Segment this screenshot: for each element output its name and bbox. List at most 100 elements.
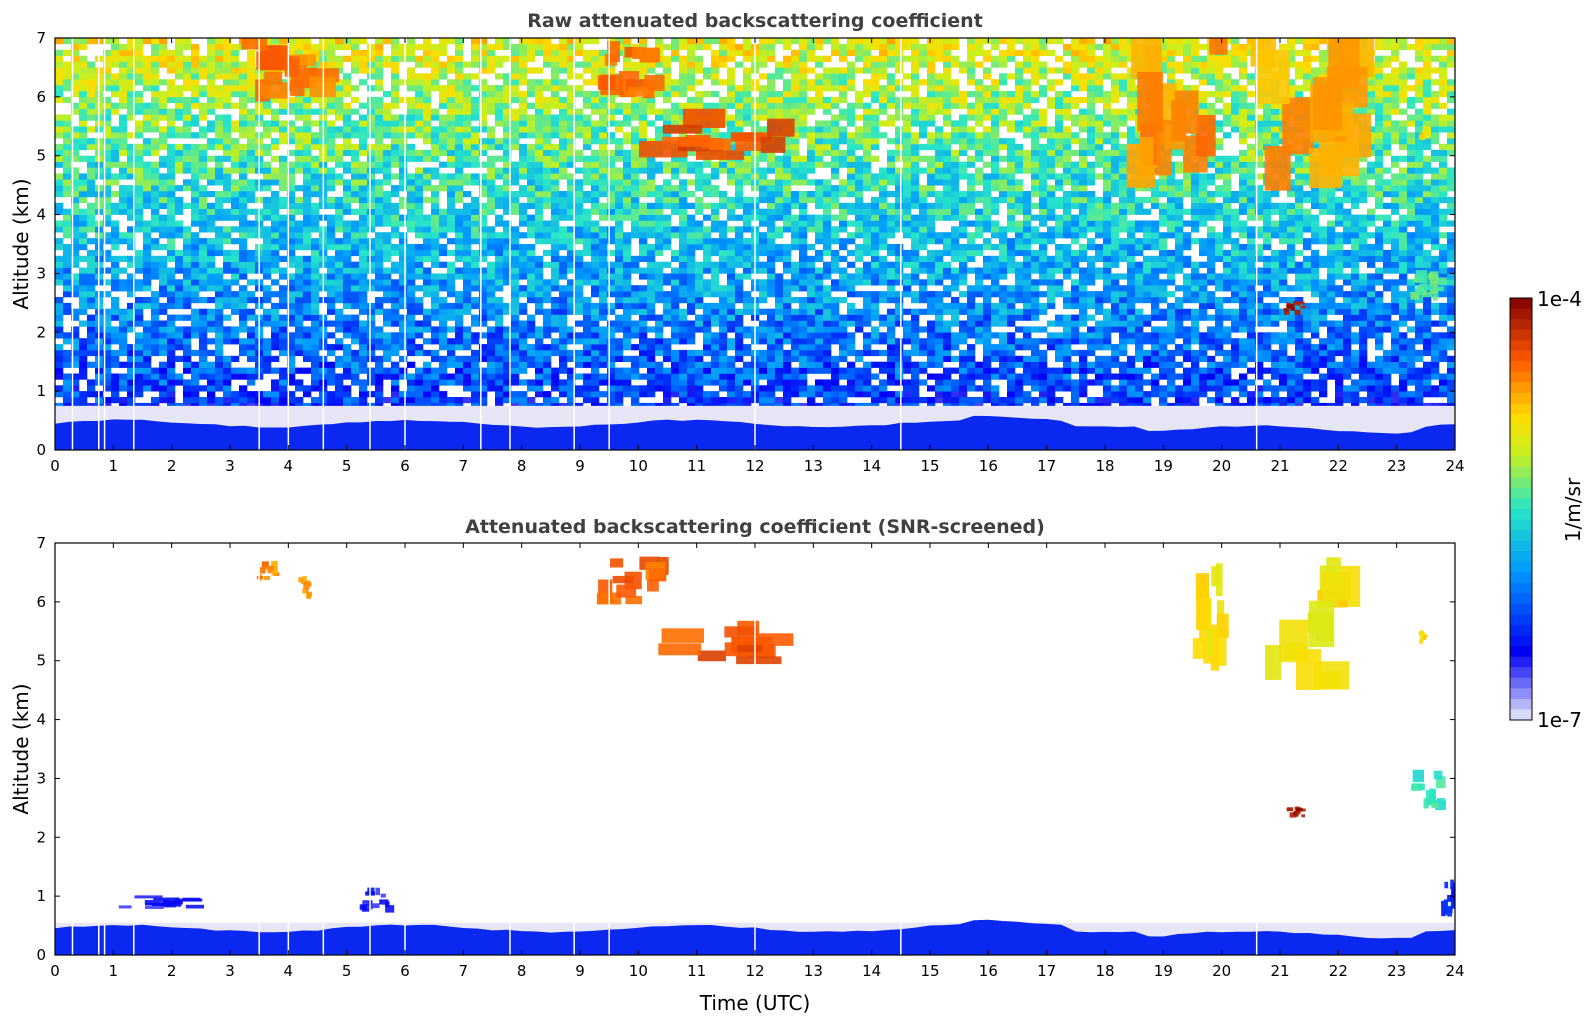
noise-cell [815,385,824,392]
noise-cell [799,285,808,292]
noise-cell [271,244,280,251]
noise-cell [679,273,688,280]
noise-cell [103,338,112,345]
noise-cell [111,397,120,404]
noise-cell [415,385,424,392]
noise-cell [143,349,152,357]
noise-cell [1175,344,1184,351]
noise-cell [871,397,880,404]
noise-cell [703,244,712,251]
noise-cell [791,320,800,327]
noise-cell [583,261,592,268]
noise-cell [1063,249,1072,257]
noise-cell [1239,373,1248,380]
noise-cell [407,279,416,286]
noise-cell [391,314,400,321]
noise-cell [655,373,664,380]
noise-cell [247,279,256,286]
noise-cell [679,261,688,268]
noise-cell [343,373,352,380]
noise-cell [1095,291,1104,298]
noise-cell [1071,255,1080,262]
noise-cell [279,314,288,321]
noise-cell [831,338,840,345]
noise-cell [207,349,216,357]
noise-cell [471,314,480,321]
noise-cell [127,279,136,286]
noise-cell [1071,361,1080,368]
noise-cell [191,261,200,268]
noise-cell [839,385,848,392]
noise-cell [991,373,1000,380]
noise-cell [895,273,904,280]
noise-cell [1207,267,1216,274]
noise-cell [343,361,352,368]
noise-cell [1095,361,1104,368]
noise-cell [807,291,816,298]
noise-cell [887,373,896,380]
noise-cell [1151,308,1160,315]
noise-cell [511,249,520,257]
noise-cell [1191,385,1200,392]
noise-cell [79,297,88,304]
noise-cell [375,244,384,251]
noise-cell [663,314,672,321]
noise-cell [1303,255,1312,262]
noise-cell [911,261,920,268]
noise-cell [855,349,864,357]
noise-cell [631,261,640,268]
noise-cell [863,308,872,315]
noise-cell [791,314,800,321]
noise-cell [647,326,656,333]
noise-cell [511,261,520,268]
noise-cell [1375,379,1384,386]
noise-cell [807,279,816,286]
noise-cell [87,267,96,274]
noise-cell [295,297,304,304]
noise-cell [823,267,832,274]
noise-cell [1223,297,1232,304]
noise-cell [1047,379,1056,386]
noise-cell [55,267,64,274]
noise-cell [511,244,520,251]
noise-cell [343,391,352,398]
noise-cell [55,349,64,357]
noise-cell [1263,367,1272,374]
noise-cell [1271,308,1280,315]
noise-cell [783,379,792,386]
noise-cell [935,273,944,280]
noise-cell [831,297,840,304]
noise-cell [447,355,456,362]
noise-cell [447,249,456,257]
noise-cell [103,397,112,404]
noise-cell [63,261,72,268]
noise-cell [1327,361,1336,368]
noise-cell [55,273,64,280]
noise-cell [351,332,360,339]
noise-cell [759,367,768,374]
noise-cell [615,355,624,362]
noise-cell [911,255,920,262]
noise-cell [527,344,536,351]
noise-cell [951,297,960,304]
noise-cell [703,349,712,357]
noise-cell [503,355,512,362]
noise-cell [1215,273,1224,280]
noise-cell [423,267,432,274]
noise-cell [1359,373,1368,380]
noise-cell [639,267,648,274]
noise-cell [351,397,360,404]
noise-cell [583,332,592,339]
noise-cell [415,320,424,327]
noise-cell [1127,373,1136,380]
noise-cell [359,344,368,351]
noise-cell [863,267,872,274]
noise-cell [1199,344,1208,351]
noise-cell [327,367,336,374]
noise-cell [1359,344,1368,351]
noise-cell [1359,379,1368,386]
noise-cell [1447,285,1455,292]
noise-cell [1399,297,1408,304]
noise-cell [1399,255,1408,262]
noise-cell [375,373,384,380]
